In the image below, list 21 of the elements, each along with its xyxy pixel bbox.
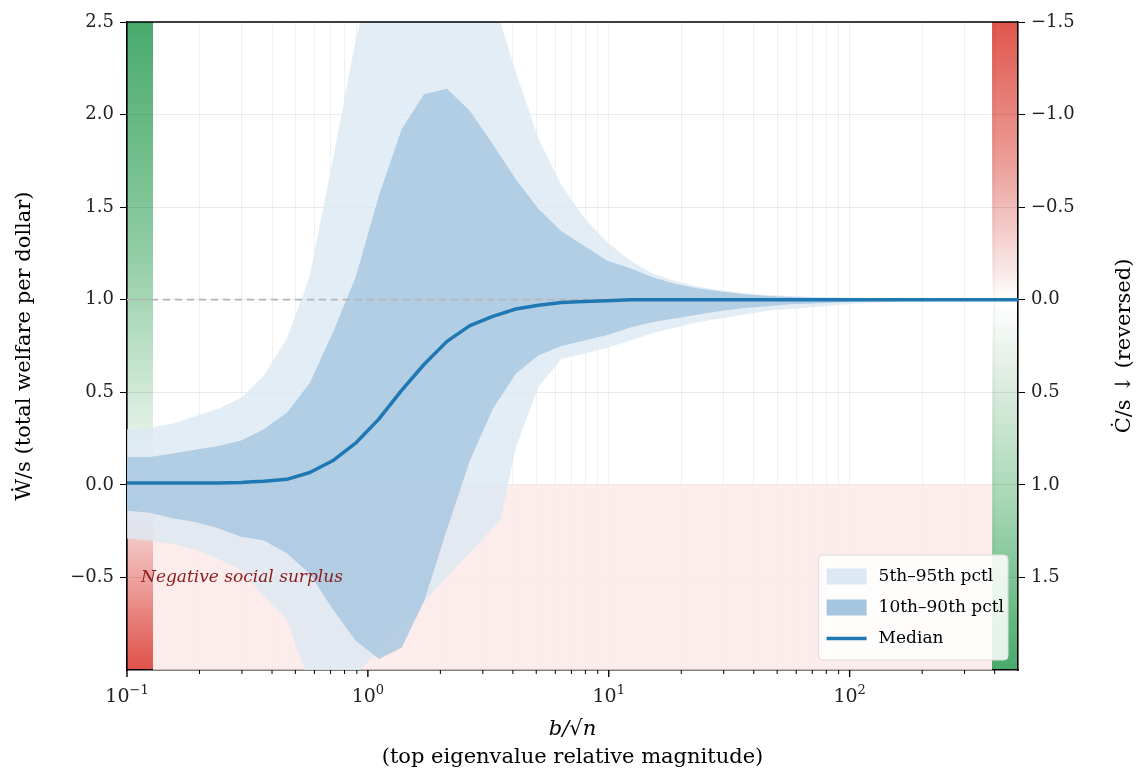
y2-tick-label: −0.5 bbox=[1031, 194, 1075, 216]
y-tick-label: 1.0 bbox=[85, 287, 114, 309]
y2-tick-label: 1.5 bbox=[1031, 565, 1060, 587]
legend-label: 10th–90th pctl bbox=[878, 595, 1005, 616]
y2-tick-label: 0.0 bbox=[1031, 287, 1060, 309]
y-tick-label: 0.0 bbox=[85, 472, 114, 494]
y2-tick-label: −1.5 bbox=[1031, 9, 1075, 31]
y2-tick-label: 0.5 bbox=[1031, 379, 1060, 401]
legend-label: Median bbox=[878, 626, 944, 647]
band-label: Negative social surplus bbox=[140, 565, 344, 586]
y-tick-label: −0.5 bbox=[70, 565, 114, 587]
x-axis-title: b/√n (top eigenvalue relative magnitude) bbox=[381, 716, 764, 768]
legend-label: 5th–95th pctl bbox=[878, 564, 994, 585]
y2-tick-label: −1.0 bbox=[1031, 102, 1075, 124]
y2-axis-title: Ċ/s ↓ (reversed) bbox=[1110, 258, 1135, 434]
y2-tick-label: 1.0 bbox=[1031, 472, 1060, 494]
y-tick-label: 2.0 bbox=[85, 102, 114, 124]
y-tick-label: 1.5 bbox=[85, 194, 114, 216]
y-tick-label: 0.5 bbox=[85, 379, 114, 401]
y-tick-label: 2.5 bbox=[85, 9, 114, 31]
y-axis-title: Ẇ/s (total welfare per dollar) bbox=[11, 191, 35, 501]
